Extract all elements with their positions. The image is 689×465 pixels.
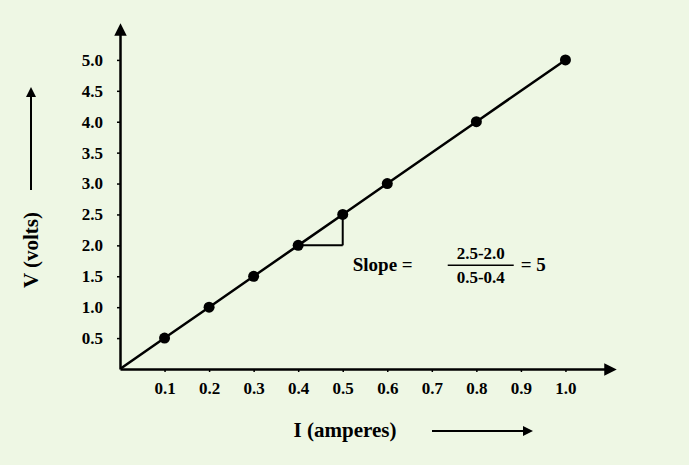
line (120, 60, 565, 369)
point (159, 333, 170, 344)
tick: 2.5 (82, 205, 120, 224)
tick-label: 0.7 (422, 379, 444, 398)
tick-label: 2.5 (82, 205, 103, 224)
tick-label: 4.5 (82, 82, 103, 101)
tick-mark (432, 369, 434, 372)
tick-label: 2.0 (82, 236, 103, 255)
annotation-text: = 5 (521, 254, 546, 275)
y-axis-arrow (30, 92, 32, 190)
axis-line (121, 368, 611, 371)
point (204, 302, 215, 313)
tick: 0.2 (199, 369, 220, 398)
tick-label: 1.0 (82, 298, 103, 317)
tick-mark (164, 369, 166, 372)
tick: 0.8 (466, 369, 487, 398)
tick: 1.5 (82, 267, 120, 286)
tick-mark (117, 245, 120, 247)
tick-label: 0.8 (466, 379, 487, 398)
tick: 0.4 (288, 369, 310, 398)
tick-mark (117, 152, 120, 154)
tick-mark (117, 60, 120, 62)
tick-label: 0.1 (154, 379, 175, 398)
tick-mark (117, 121, 120, 123)
tick: 5.0 (82, 51, 120, 70)
tick-mark (476, 369, 478, 372)
tick-label: 3.5 (82, 144, 103, 163)
tick-mark (209, 369, 211, 372)
tick-label: 0.2 (199, 379, 220, 398)
y-axis-title-group: V (volts) (19, 92, 43, 288)
tick: 0.5 (333, 369, 354, 398)
slope-rise (342, 214, 344, 245)
point (382, 178, 393, 189)
tick-mark (521, 369, 523, 372)
chart: 0.1 0.2 0.3 0.4 0.5 0.6 0.7 0.8 0.9 1.0 0.5 1.0 1.5 2… (0, 0, 689, 465)
tick-mark (565, 369, 567, 372)
x-axis-arrow (432, 430, 528, 432)
tick: 4.5 (82, 82, 120, 101)
axis-line (119, 30, 122, 370)
tick-label: 0.6 (377, 379, 398, 398)
annotation-text: Slope = (353, 254, 413, 275)
tick-label: 0.4 (288, 379, 310, 398)
tick: 3.0 (82, 174, 120, 193)
tick-mark (117, 307, 120, 309)
fraction-bar (448, 265, 514, 267)
x-axis-title-group: I (amperes) (294, 418, 528, 442)
plot-area (120, 54, 571, 369)
point (560, 54, 571, 65)
tick: 1.0 (555, 369, 576, 398)
tick-label: 0.9 (511, 379, 532, 398)
tick-label: 0.5 (82, 329, 103, 348)
tick-label: 0.3 (244, 379, 265, 398)
tick: 0.6 (377, 369, 398, 398)
tick-mark (117, 183, 120, 185)
tick: 1.0 (82, 298, 120, 317)
tick-mark (342, 369, 344, 372)
tick: 0.3 (244, 369, 265, 398)
tick-label: 4.0 (82, 113, 103, 132)
tick: 0.1 (154, 369, 175, 398)
tick-mark (253, 369, 255, 372)
tick-mark (117, 214, 120, 216)
slope-triangle (298, 214, 343, 245)
slope-annotation: Slope = 2.5-2.0 0.5-0.4 = 5 (353, 244, 546, 287)
tick-mark (117, 91, 120, 93)
tick: 0.5 (82, 329, 120, 348)
tick-mark (298, 369, 300, 372)
tick-label: 5.0 (82, 51, 103, 70)
tick: 2.0 (82, 236, 120, 255)
tick: 0.9 (511, 369, 532, 398)
tick-mark (117, 338, 120, 340)
y-axis-title: V (volts) (19, 212, 43, 288)
x-axis: 0.1 0.2 0.3 0.4 0.5 0.6 0.7 0.8 0.9 1.0 (121, 369, 611, 398)
tick: 3.5 (82, 144, 120, 163)
tick-label: 1.0 (555, 379, 576, 398)
annotation-text: 2.5-2.0 (457, 244, 505, 263)
y-axis: 0.5 1.0 1.5 2.0 2.5 3.0 3.5 4.0 4.5 5.0 (82, 30, 121, 370)
tick-mark (117, 276, 120, 278)
x-axis-title: I (amperes) (294, 418, 397, 442)
tick-label: 0.5 (333, 379, 354, 398)
tick: 4.0 (82, 113, 120, 132)
annotation-text: 0.5-0.4 (457, 268, 506, 287)
tick-mark (387, 369, 389, 372)
point (248, 271, 259, 282)
point (471, 116, 482, 127)
slope-run (298, 244, 343, 246)
tick: 0.7 (422, 369, 444, 398)
tick-label: 1.5 (82, 267, 103, 286)
tick-label: 3.0 (82, 174, 103, 193)
